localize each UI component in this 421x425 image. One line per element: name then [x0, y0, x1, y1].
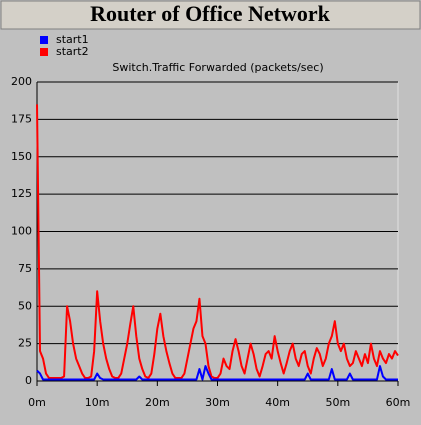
- series-line: [36, 365, 398, 381]
- y-tick-label: 25: [18, 337, 32, 350]
- y-tick-label: 100: [11, 225, 32, 238]
- legend-label: start1: [56, 33, 89, 46]
- x-tick-label: 10m: [85, 396, 110, 409]
- legend-swatch: [40, 36, 48, 44]
- y-tick-label: 200: [11, 75, 32, 88]
- title-bar: [0, 0, 421, 30]
- y-tick-label: 50: [18, 299, 32, 312]
- x-tick-label: 60m: [386, 396, 411, 409]
- legend-label: start2: [56, 45, 89, 58]
- legend-swatch: [40, 48, 48, 56]
- y-tick-label: 150: [11, 150, 32, 163]
- y-tick-label: 125: [11, 187, 32, 200]
- chart-title: Router of Office Network: [90, 1, 330, 26]
- chart-subtitle: Switch.Traffic Forwarded (packets/sec): [112, 61, 323, 74]
- series-line: [36, 104, 399, 380]
- x-tick-label: 50m: [325, 396, 350, 409]
- x-tick-label: 20m: [145, 396, 170, 409]
- y-tick-label: 75: [18, 262, 32, 275]
- y-tick-label: 175: [11, 112, 32, 125]
- y-tick-label: 0: [25, 374, 32, 387]
- x-tick-label: 40m: [265, 396, 290, 409]
- x-tick-label: 0m: [28, 396, 46, 409]
- x-tick-label: 30m: [205, 396, 230, 409]
